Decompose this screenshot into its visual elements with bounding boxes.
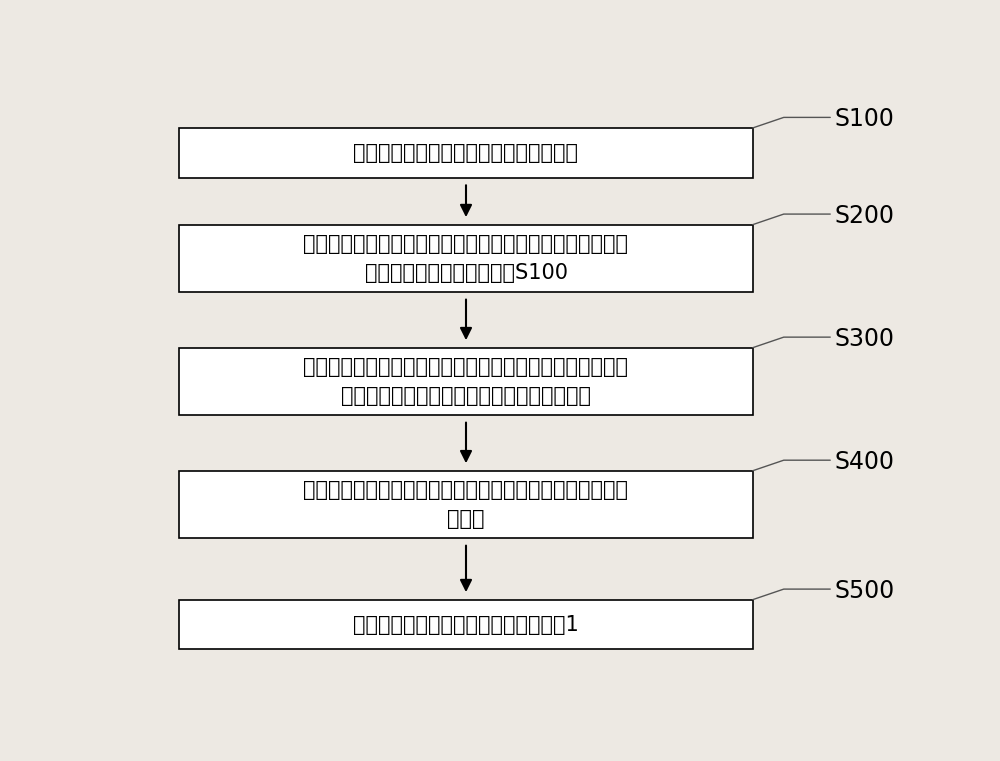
- Text: S100: S100: [834, 107, 894, 131]
- FancyBboxPatch shape: [179, 348, 753, 415]
- Text: 检测所述视频图像中是否有人侧脸与上半身，若有，进行执
行下一步；否则，返回步骤S100: 检测所述视频图像中是否有人侧脸与上半身，若有，进行执 行下一步；否则，返回步骤S…: [304, 234, 629, 283]
- Text: S500: S500: [834, 579, 894, 603]
- FancyBboxPatch shape: [179, 600, 753, 649]
- FancyBboxPatch shape: [179, 224, 753, 292]
- FancyBboxPatch shape: [179, 128, 753, 178]
- Text: 当判断完成一个仰卧起坐时，计数器加1: 当判断完成一个仰卧起坐时，计数器加1: [353, 615, 579, 635]
- Text: 获取所述视频图像中人侧脸与上半身的轮廓，在所述轮廓中
定义一条监测线，该监测线由多个监测点组成: 获取所述视频图像中人侧脸与上半身的轮廓，在所述轮廓中 定义一条监测线，该监测线由…: [304, 357, 629, 406]
- Text: S200: S200: [834, 204, 894, 228]
- Text: 监测所述监测线的运动轨迹，判断被测用户是否完成一次仰
卧起坐: 监测所述监测线的运动轨迹，判断被测用户是否完成一次仰 卧起坐: [304, 479, 629, 529]
- Text: S400: S400: [834, 450, 894, 474]
- Text: S300: S300: [834, 327, 894, 351]
- Text: 获取被测用户在做仰卧起坐时的视频图像: 获取被测用户在做仰卧起坐时的视频图像: [354, 143, 578, 163]
- FancyBboxPatch shape: [179, 471, 753, 538]
